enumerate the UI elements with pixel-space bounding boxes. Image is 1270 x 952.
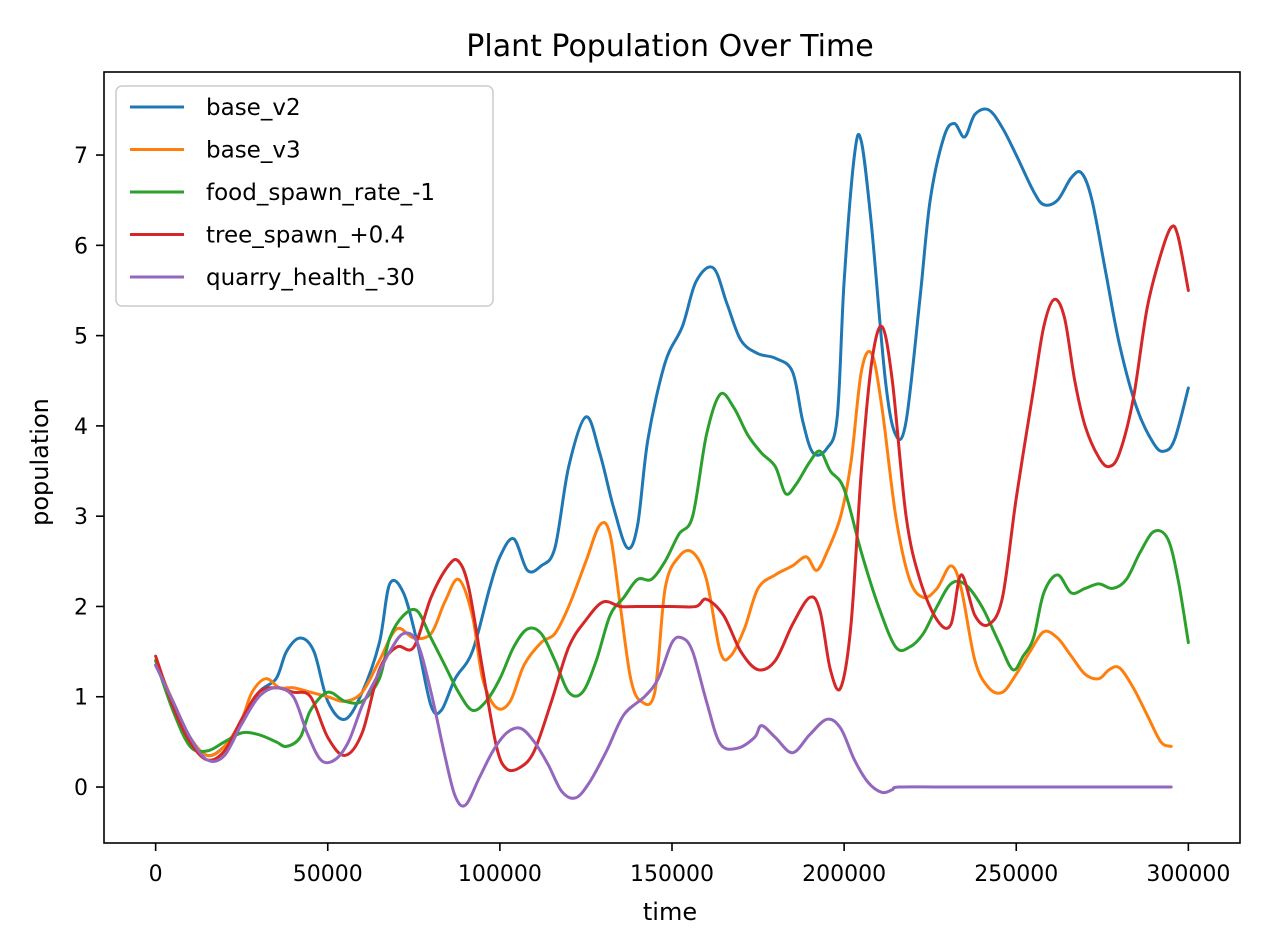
- y-tick-label: 7: [74, 144, 88, 169]
- legend-box: [115, 85, 494, 307]
- y-tick-label: 2: [74, 595, 88, 620]
- y-axis-label: population: [26, 398, 54, 526]
- series-line-tree_spawn_+0.4: [154, 224, 1190, 773]
- x-axis-ticks: 0 50000 100000 150000 200000 250000 300000: [149, 843, 1230, 887]
- x-tick-label: 50000: [293, 862, 363, 887]
- x-tick-label: 300000: [1146, 862, 1230, 887]
- x-tick-label: 100000: [458, 862, 542, 887]
- chart-title: Plant Population Over Time: [466, 29, 873, 64]
- legend-label-base_v3: base_v3: [206, 138, 301, 164]
- series-line-food_spawn_rate_-1: [154, 391, 1190, 754]
- series-line-base_v3: [154, 349, 1173, 758]
- x-tick-label: 0: [149, 862, 163, 887]
- legend: base_v2 base_v3 food_spawn_rate_-1 tree_spa…: [115, 85, 494, 307]
- x-tick-label: 150000: [630, 862, 714, 887]
- legend-label-quarry_health_-30: quarry_health_-30: [206, 265, 415, 291]
- series-layer: [154, 107, 1190, 808]
- y-tick-label: 4: [74, 415, 88, 440]
- series-line-quarry_health_-30: [154, 631, 1173, 808]
- legend-label-base_v2: base_v2: [206, 95, 301, 121]
- y-tick-label: 0: [74, 776, 88, 801]
- x-tick-label: 200000: [802, 862, 886, 887]
- y-tick-label: 6: [74, 234, 88, 259]
- y-tick-label: 5: [74, 325, 88, 350]
- y-tick-label: 3: [74, 505, 88, 530]
- legend-label-tree_spawn_+0.4: tree_spawn_+0.4: [206, 223, 405, 249]
- x-tick-label: 250000: [974, 862, 1058, 887]
- y-tick-label: 1: [74, 686, 88, 711]
- legend-label-food_spawn_rate_-1: food_spawn_rate_-1: [206, 180, 435, 206]
- y-axis-ticks: 0 1 2 3 4 5 6 7: [74, 144, 104, 801]
- x-axis-label: time: [643, 898, 697, 926]
